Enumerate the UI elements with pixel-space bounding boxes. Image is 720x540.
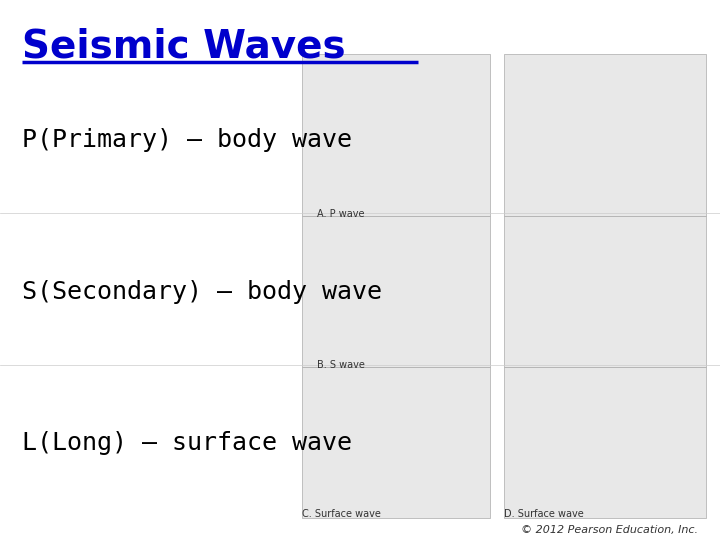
- FancyBboxPatch shape: [504, 216, 706, 367]
- FancyBboxPatch shape: [302, 367, 490, 518]
- Text: L(Long) – surface wave: L(Long) – surface wave: [22, 431, 351, 455]
- Text: C. Surface wave: C. Surface wave: [302, 509, 382, 519]
- Text: B. S wave: B. S wave: [317, 360, 364, 370]
- Text: P(Primary) – body wave: P(Primary) – body wave: [22, 129, 351, 152]
- Text: S(Secondary) – body wave: S(Secondary) – body wave: [22, 280, 382, 303]
- Text: D. Surface wave: D. Surface wave: [504, 509, 584, 519]
- FancyBboxPatch shape: [504, 367, 706, 518]
- FancyBboxPatch shape: [504, 54, 706, 216]
- Text: A. P wave: A. P wave: [317, 208, 364, 219]
- Text: Seismic Waves: Seismic Waves: [22, 27, 345, 65]
- Text: © 2012 Pearson Education, Inc.: © 2012 Pearson Education, Inc.: [521, 524, 698, 535]
- FancyBboxPatch shape: [302, 54, 490, 216]
- FancyBboxPatch shape: [302, 216, 490, 367]
